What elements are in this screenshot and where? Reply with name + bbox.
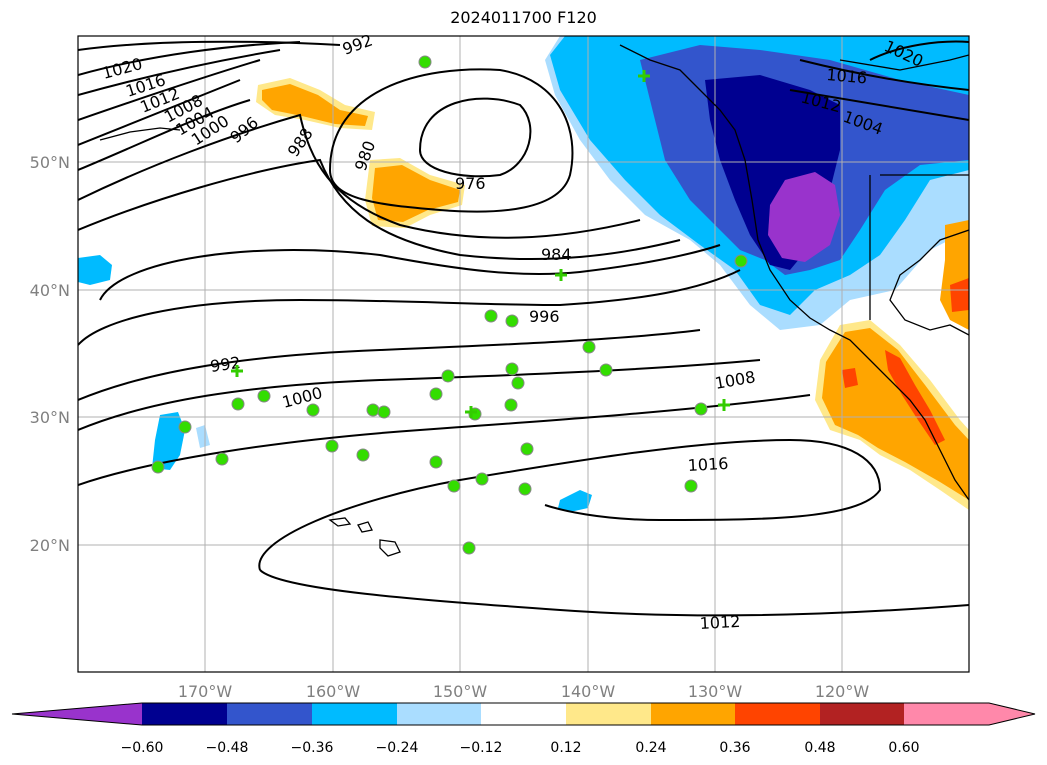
station-marker <box>441 369 455 383</box>
contour-label: 976 <box>455 174 486 193</box>
colorbar-tick-label: 0.12 <box>550 740 581 756</box>
colorbar-tick-label: 0.48 <box>804 740 835 756</box>
colorbar-tick-label: 0.60 <box>888 740 919 756</box>
shaded-region-purple-ne <box>768 172 840 262</box>
station-marker <box>366 403 380 417</box>
station-marker <box>684 479 698 493</box>
colorbar-tick-label: 0.24 <box>635 740 666 756</box>
colorbar-swatch <box>735 703 820 725</box>
colorbar-extend-low <box>12 703 142 725</box>
station-marker <box>257 389 271 403</box>
lat-label: 50°N <box>30 153 70 172</box>
station-marker <box>151 460 165 474</box>
coastlines <box>99 44 969 557</box>
station-marker <box>418 55 432 69</box>
gridlines <box>78 36 969 672</box>
lat-label: 40°N <box>30 281 70 300</box>
colorbar-swatch <box>820 703 904 725</box>
lon-axis-labels: 170°W 160°W 150°W 140°W 130°W 120°W <box>178 682 870 701</box>
colorbar <box>11 702 1036 726</box>
colorbar-swatch <box>227 703 312 725</box>
shaded-region-blue-central <box>558 490 592 512</box>
shaded-region-red-east <box>950 278 969 312</box>
shaded-region-blue-small <box>196 425 210 448</box>
colorbar-tick-label: −0.48 <box>206 740 249 756</box>
lon-label: 140°W <box>561 682 616 701</box>
map-border <box>77 35 970 673</box>
station-marker <box>475 472 489 486</box>
lat-label: 30°N <box>30 408 70 427</box>
colorbar-tick-label: 0.36 <box>719 740 750 756</box>
station-marker <box>429 455 443 469</box>
colorbar-swatch <box>312 703 397 725</box>
shaded-region-orange-nw-inner <box>262 84 368 126</box>
station-marker <box>505 362 519 376</box>
colorbar-swatch <box>651 703 735 725</box>
station-marker <box>518 482 532 496</box>
plus-marker <box>465 406 477 418</box>
lon-label: 150°W <box>433 682 488 701</box>
station-marker <box>215 452 229 466</box>
contour-label: 1016 <box>687 454 729 475</box>
shaded-region-blue-sw <box>152 412 185 470</box>
lat-label: 20°N <box>30 536 70 555</box>
station-marker <box>462 541 476 555</box>
station-marker <box>447 479 461 493</box>
station-marker <box>178 420 192 434</box>
station-marker <box>377 405 391 419</box>
plus-markers <box>231 70 730 418</box>
station-marker <box>582 340 596 354</box>
station-markers <box>151 55 748 555</box>
station-marker <box>484 309 498 323</box>
plus-marker <box>555 269 567 281</box>
station-marker <box>504 398 518 412</box>
shaded-region-red-se <box>885 350 945 445</box>
pressure-contours <box>78 40 969 617</box>
colorbar-swatch <box>566 703 651 725</box>
station-marker <box>505 314 519 328</box>
colorbar-tick-label: −0.36 <box>291 740 334 756</box>
colorbar-swatch <box>904 703 989 725</box>
station-marker <box>429 387 443 401</box>
shaded-region-blue-west <box>78 255 112 285</box>
shaded-region-red-small <box>842 368 858 388</box>
station-marker <box>734 254 748 268</box>
lon-label: 160°W <box>306 682 361 701</box>
colorbar-ticks: −0.60 −0.48 −0.36 −0.24 −0.12 0.12 0.24 … <box>121 740 920 756</box>
map-title: 2024011700 F120 <box>450 8 597 27</box>
shaded-region-orange-se-inner <box>822 328 969 500</box>
lon-label: 120°W <box>815 682 870 701</box>
plus-marker <box>231 365 243 377</box>
colorbar-outline <box>11 702 1036 726</box>
lon-label: 130°W <box>688 682 743 701</box>
colorbar-swatch <box>142 703 227 725</box>
station-marker <box>599 363 613 377</box>
contour-label: 1016 <box>826 65 868 87</box>
lat-axis-labels: 50°N 40°N 30°N 20°N <box>30 153 70 555</box>
contour-label: 984 <box>541 245 572 264</box>
colorbar-extend-high <box>989 703 1035 725</box>
station-marker <box>325 439 339 453</box>
station-marker <box>694 402 708 416</box>
plus-marker <box>718 399 730 411</box>
station-marker <box>511 376 525 390</box>
colorbar-tick-label: −0.60 <box>121 740 164 756</box>
colorbar-swatch <box>397 703 481 725</box>
colorbar-tick-label: −0.12 <box>460 740 503 756</box>
station-marker <box>231 397 245 411</box>
lon-label: 170°W <box>178 682 233 701</box>
colorbar-tick-label: −0.24 <box>376 740 419 756</box>
station-marker <box>306 403 320 417</box>
shaded-region-orange-central-inner <box>372 165 460 222</box>
contour-label: 1012 <box>699 612 741 633</box>
colorbar-swatch <box>481 703 566 725</box>
plus-marker <box>638 70 650 82</box>
station-marker <box>356 448 370 462</box>
contour-label: 996 <box>529 307 560 326</box>
station-marker <box>520 442 534 456</box>
